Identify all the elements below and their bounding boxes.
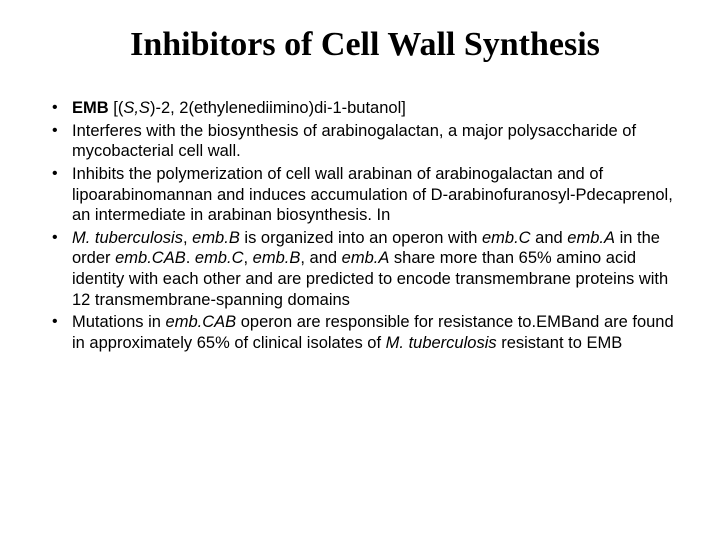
bullet-item: Mutations in emb.CAB operon are responsi… — [50, 312, 680, 353]
text: , and — [300, 249, 341, 267]
slide-title: Inhibitors of Cell Wall Synthesis — [50, 26, 680, 64]
emb-label: EMB — [72, 99, 109, 117]
italic-text: M. tuberculosis — [72, 229, 183, 247]
text: resistant to EMB — [497, 334, 623, 352]
text: [( — [109, 99, 124, 117]
text: . — [186, 249, 195, 267]
italic-text: emb.CAB — [115, 249, 186, 267]
bullet-item: EMB [(S,S)-2, 2(ethylenediimino)di-1-but… — [50, 98, 680, 119]
italic-text: S,S — [123, 99, 150, 117]
slide: Inhibitors of Cell Wall Synthesis EMB [(… — [0, 0, 720, 540]
bullet-list: EMB [(S,S)-2, 2(ethylenediimino)di-1-but… — [50, 98, 680, 354]
text: )-2, 2(ethylenediimino)di-1-butanol] — [150, 99, 406, 117]
bullet-item: Inhibits the polymerization of cell wall… — [50, 164, 680, 226]
text: and — [531, 229, 568, 247]
text: , — [183, 229, 192, 247]
bullet-item: Interferes with the biosynthesis of arab… — [50, 121, 680, 162]
italic-text: emb.B — [192, 229, 240, 247]
italic-text: emb.A — [567, 229, 615, 247]
italic-text: emb.CAB — [166, 313, 237, 331]
text: , — [244, 249, 253, 267]
bullet-item: M. tuberculosis, emb.B is organized into… — [50, 228, 680, 311]
italic-text: emb.C — [482, 229, 531, 247]
italic-text: emb.A — [342, 249, 390, 267]
italic-text: emb.B — [253, 249, 301, 267]
italic-text: M. tuberculosis — [386, 334, 497, 352]
italic-text: emb.C — [195, 249, 244, 267]
text: Mutations in — [72, 313, 166, 331]
text: is organized into an operon with — [240, 229, 482, 247]
